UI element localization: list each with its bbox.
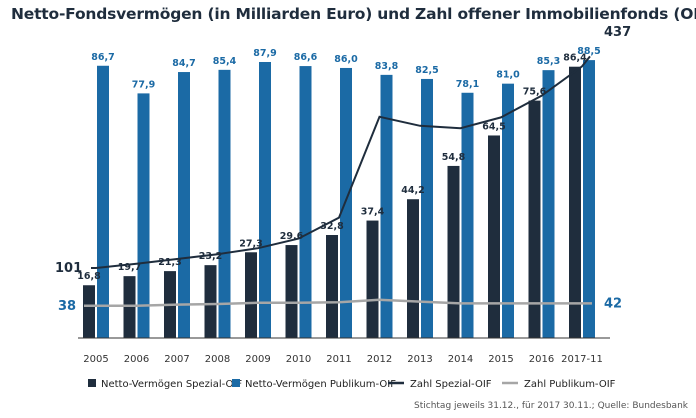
- bar-spezial-2013: [407, 199, 419, 338]
- label-spezial-2011: 32,8: [320, 221, 344, 232]
- x-tick-2012: 2012: [367, 354, 392, 365]
- bar-publikum-2006: [137, 93, 150, 338]
- bar-publikum-2010: [299, 66, 312, 339]
- bar-spezial-2017-11: [569, 66, 581, 338]
- label-spezial-2017-11: 86,4: [563, 53, 587, 64]
- legend-label-2: Netto-Vermögen Publikum-OIF: [245, 379, 396, 390]
- bar-publikum-2008: [218, 69, 231, 339]
- x-tick-layer: 2005 2006 2007 2008 2009 2010 2011 2012 2013 2014…: [83, 354, 603, 365]
- bar-spezial-2015: [488, 135, 500, 338]
- label-publikum-2015: 81,0: [496, 70, 520, 81]
- label-publikum-2016: 85,3: [537, 56, 560, 67]
- bar-publikum-2017-11: [583, 60, 595, 339]
- start-label-spezial: 101: [55, 261, 82, 276]
- label-publikum-2014: 78,1: [456, 79, 479, 90]
- bar-publikum-2011: [340, 67, 352, 339]
- bar-spezial-2009: [245, 252, 257, 338]
- label-publikum-2006: 77,9: [132, 79, 155, 90]
- label-spezial-2014: 54,8: [442, 152, 466, 163]
- line-zahl-spezial: [91, 55, 591, 269]
- x-tick-2009: 2009: [245, 354, 270, 365]
- bar-publikum-2014: [461, 92, 474, 339]
- bar-publikum-2013: [421, 78, 433, 338]
- bar-publikum-2005: [97, 65, 109, 339]
- label-spezial-2007: 21,3: [158, 257, 181, 268]
- label-spezial-2013: 44,2: [401, 185, 424, 196]
- bar-spezial-2010: [285, 245, 298, 338]
- bar-spezial-2006: [123, 276, 136, 338]
- label-spezial-2008: 23,2: [199, 251, 222, 262]
- x-tick-2010: 2010: [286, 354, 311, 365]
- label-spezial-2016: 75,6: [523, 87, 547, 98]
- bar-spezial-2005: [83, 285, 95, 338]
- legend-label-4: Zahl Publikum-OIF: [524, 379, 616, 390]
- x-tick-2017-11: 2017-11: [561, 354, 603, 365]
- x-tick-2015: 2015: [488, 354, 513, 365]
- label-publikum-2007: 84,7: [172, 58, 195, 69]
- x-tick-2007: 2007: [164, 354, 189, 365]
- legend-label-3: Zahl Spezial-OIF: [410, 379, 492, 390]
- label-spezial-2006: 19,7: [118, 262, 141, 273]
- x-tick-2013: 2013: [407, 354, 432, 365]
- x-tick-2014: 2014: [448, 354, 473, 365]
- bars-layer: [83, 60, 595, 339]
- bar-spezial-2014: [447, 165, 460, 338]
- x-tick-2016: 2016: [529, 354, 554, 365]
- label-spezial-2005: 16,8: [77, 271, 101, 282]
- label-spezial-2009: 27,3: [239, 238, 262, 249]
- bar-spezial-2008: [204, 265, 217, 338]
- end-label-spezial: 437: [604, 25, 631, 40]
- label-publikum-2013: 82,5: [415, 65, 438, 76]
- x-tick-2008: 2008: [205, 354, 230, 365]
- label-publikum-2008: 85,4: [213, 56, 237, 67]
- label-publikum-2012: 83,8: [375, 61, 399, 72]
- labels-layer: 16,8 86,7 19,7 77,9 21,3 84,7 23,2 85,4 27,3 87,9…: [55, 25, 631, 314]
- bar-publikum-2015: [502, 83, 514, 338]
- label-publikum-2009: 87,9: [253, 48, 276, 59]
- label-spezial-2010: 29,6: [280, 231, 304, 242]
- bar-spezial-2012: [366, 220, 379, 338]
- line-zahl-publikum: [84, 298, 592, 308]
- bar-spezial-2011: [326, 235, 338, 338]
- start-label-publikum: 38: [58, 299, 76, 314]
- label-publikum-2005: 86,7: [91, 52, 114, 63]
- legend: Netto-Vermögen Spezial-OIF Netto-Vermögen…: [88, 379, 616, 390]
- bar-spezial-2016: [528, 100, 541, 338]
- x-tick-2011: 2011: [326, 354, 351, 365]
- x-tick-2006: 2006: [124, 354, 149, 365]
- legend-label-1: Netto-Vermögen Spezial-OIF: [101, 379, 242, 390]
- bar-publikum-2016: [542, 70, 555, 339]
- bar-publikum-2012: [380, 74, 393, 339]
- chart-title: Netto-Fondsvermögen (in Milliarden Euro)…: [11, 5, 696, 23]
- label-spezial-2015: 64,5: [482, 121, 505, 132]
- source-note: Stichtag jeweils 31.12., für 2017 30.11.…: [414, 401, 688, 411]
- bar-publikum-2007: [178, 72, 190, 339]
- end-label-publikum: 42: [604, 296, 622, 311]
- x-tick-2005: 2005: [83, 354, 108, 365]
- label-spezial-2012: 37,4: [361, 207, 385, 218]
- legend-swatch-2: [232, 379, 240, 387]
- legend-swatch-1: [88, 379, 96, 387]
- bar-publikum-2009: [259, 61, 271, 339]
- label-publikum-2017-11: 88,5: [577, 46, 600, 57]
- lines-layer: [84, 55, 592, 308]
- label-publikum-2011: 86,0: [334, 54, 358, 65]
- label-publikum-2010: 86,6: [294, 52, 318, 63]
